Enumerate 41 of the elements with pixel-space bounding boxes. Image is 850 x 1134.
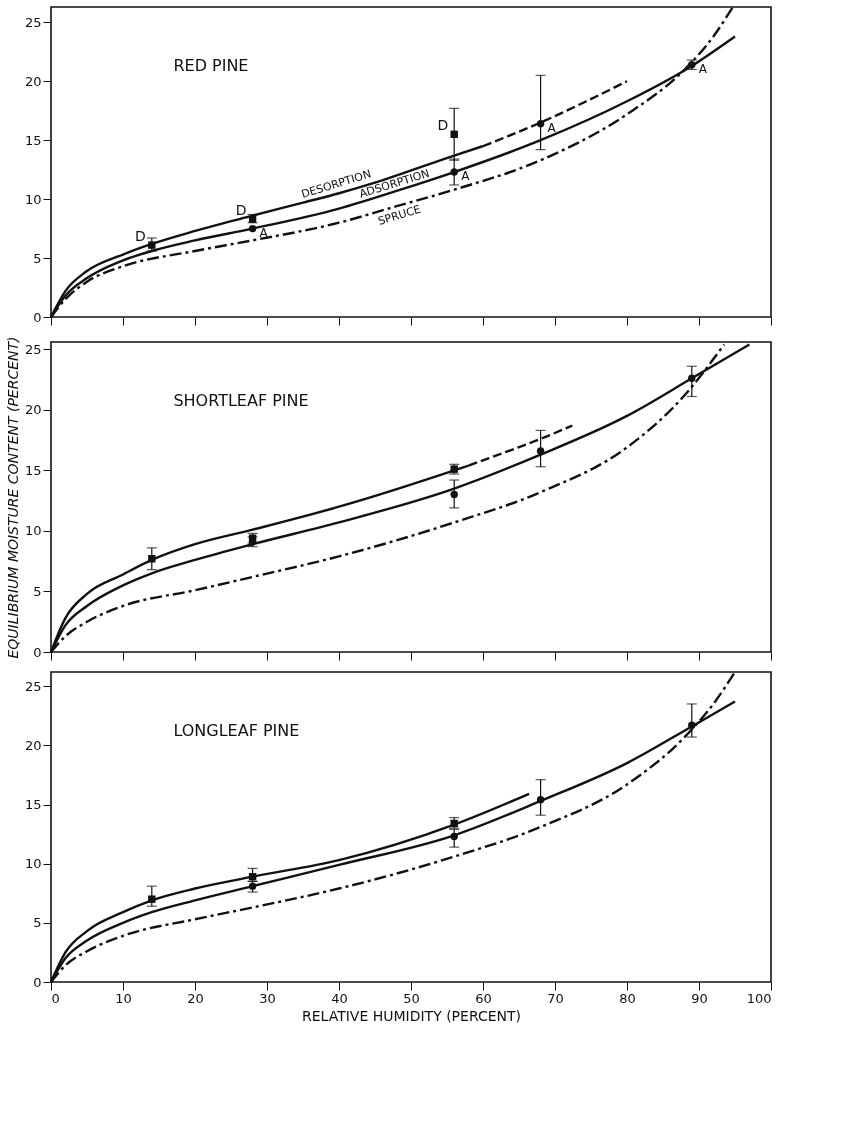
y-tick-label: 15 [24, 132, 42, 148]
y-tick-label: 25 [24, 14, 42, 30]
y-tick-label: 10 [24, 191, 42, 207]
y-tick-label: 20 [24, 402, 42, 418]
y-tick-label: 20 [24, 737, 42, 753]
y-tick-label: 10 [24, 523, 42, 539]
y-tick-label: 20 [24, 73, 42, 89]
y-tick-label: 0 [33, 644, 42, 660]
x-axis-title: RELATIVE HUMIDITY (PERCENT) [301, 1007, 522, 1024]
y-tick-label: 10 [24, 856, 42, 872]
x-tick-label: 60 [475, 990, 492, 1006]
x-tick-label: 30 [259, 990, 276, 1006]
annotation: D [437, 117, 449, 134]
x-tick-label: 90 [691, 990, 708, 1006]
y-tick-label: 0 [33, 974, 42, 990]
y-tick-label: 15 [24, 797, 42, 813]
annotation: D [135, 228, 146, 245]
x-tick-label: 40 [331, 990, 348, 1006]
text: LONGLEAF PINE [173, 720, 300, 740]
x-tick-label: 20 [187, 990, 204, 1006]
y-tick-label: 5 [33, 583, 42, 599]
x-tick-label: 50 [403, 990, 420, 1006]
y-tick-label: 25 [24, 341, 42, 357]
annotation: A [547, 120, 557, 135]
annotation: A [461, 169, 471, 184]
x-tick-label: 0 [51, 990, 60, 1006]
y-tick-label: 0 [33, 309, 42, 325]
annotation: A [259, 225, 269, 240]
x-tick-label: 100 [746, 990, 772, 1006]
text: RED PINE [173, 55, 249, 75]
x-tick-label: 10 [115, 990, 132, 1006]
x-tick-label: 70 [547, 990, 564, 1006]
text: SHORTLEAF PINE [173, 390, 309, 410]
annotation: A [698, 61, 708, 76]
y-tick-label: 25 [24, 678, 42, 694]
y-axis-title: EQUILIBRIUM MOISTURE CONTENT (PERCENT) [4, 336, 21, 659]
y-tick-label: 5 [33, 250, 42, 266]
y-tick-label: 15 [24, 462, 42, 478]
y-tick-label: 5 [33, 915, 42, 931]
x-tick-label: 80 [619, 990, 636, 1006]
annotation: D [235, 202, 247, 219]
